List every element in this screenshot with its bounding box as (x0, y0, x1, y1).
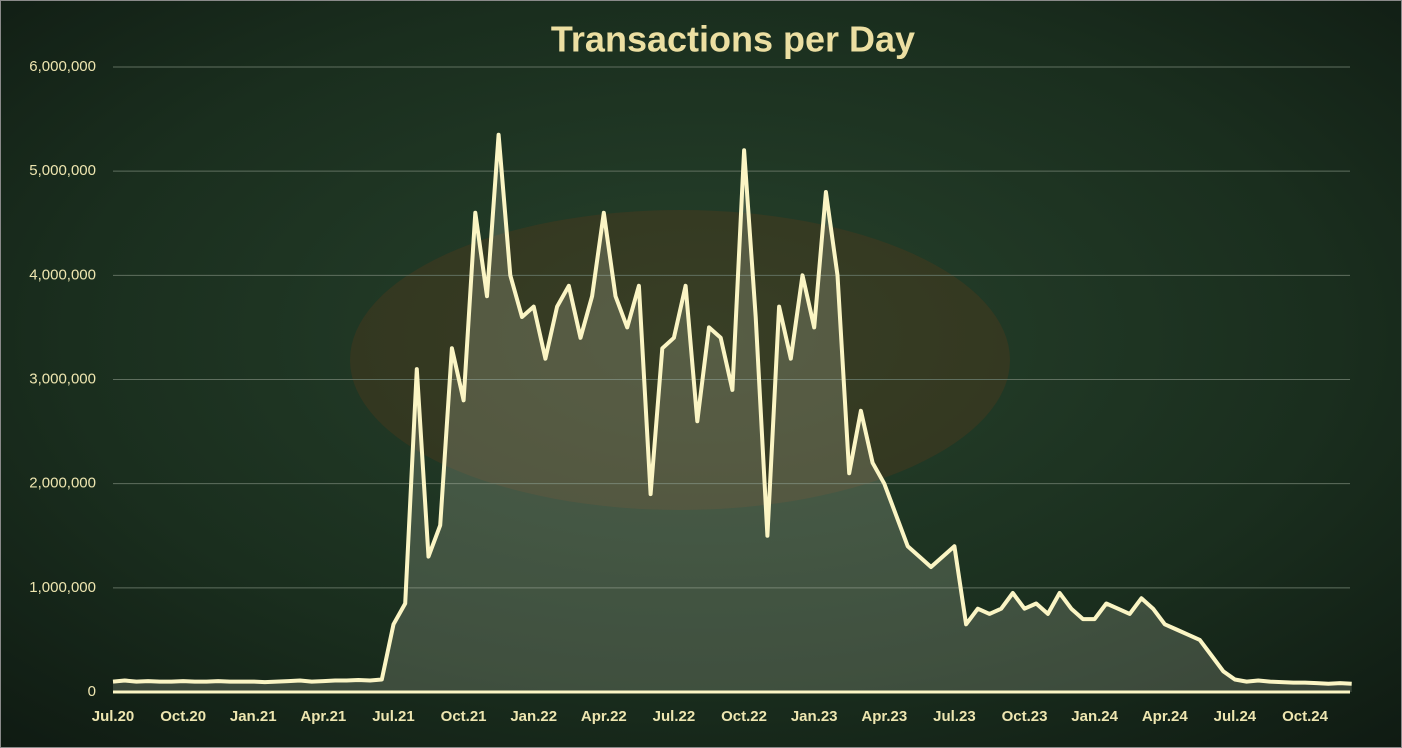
y-tick-label: 6,000,000 (29, 58, 96, 75)
x-tick-label: Jan.22 (510, 708, 557, 725)
chart-title: Transactions per Day (551, 19, 915, 60)
x-tick-label: Apr.24 (1142, 708, 1189, 725)
y-tick-label: 0 (88, 683, 96, 700)
x-tick-label: Jul.20 (92, 708, 135, 725)
x-tick-label: Apr.21 (300, 708, 346, 725)
x-tick-label: Apr.23 (861, 708, 907, 725)
x-tick-label: Oct.21 (441, 708, 487, 725)
y-tick-label: 4,000,000 (29, 266, 96, 283)
line (112, 132, 1352, 686)
x-tick-label: Jan.24 (1071, 708, 1118, 725)
y-tick-label: 3,000,000 (29, 370, 96, 387)
area (113, 134, 1352, 692)
x-tick-label: Oct.24 (1282, 708, 1329, 725)
x-tick-label: Jul.22 (653, 708, 696, 725)
y-tick-label: 2,000,000 (29, 475, 96, 492)
x-tick-label: Jul.23 (933, 708, 976, 725)
x-tick-label: Oct.22 (721, 708, 767, 725)
x-tick-label: Oct.23 (1002, 708, 1048, 725)
x-tick-label: Jul.21 (372, 708, 415, 725)
y-tick-label: 5,000,000 (29, 162, 96, 179)
x-tick-label: Apr.22 (581, 708, 627, 725)
x-tick-label: Oct.20 (160, 708, 206, 725)
x-tick-label: Jan.23 (791, 708, 838, 725)
x-tick-label: Jan.21 (230, 708, 277, 725)
y-tick-label: 1,000,000 (29, 579, 96, 596)
x-tick-label: Jul.24 (1214, 708, 1257, 725)
